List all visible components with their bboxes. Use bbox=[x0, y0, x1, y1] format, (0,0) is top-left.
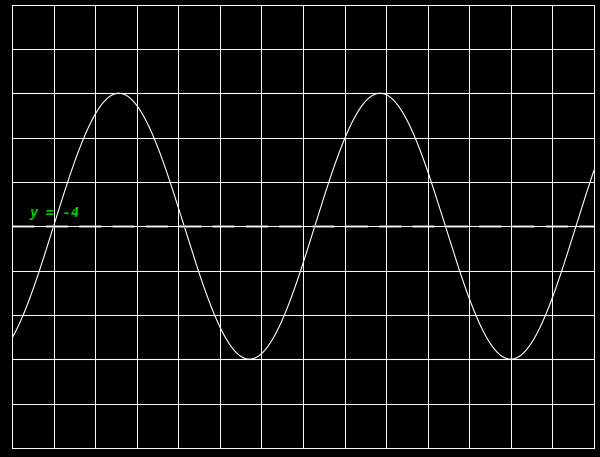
Text: y = -4: y = -4 bbox=[29, 206, 80, 219]
